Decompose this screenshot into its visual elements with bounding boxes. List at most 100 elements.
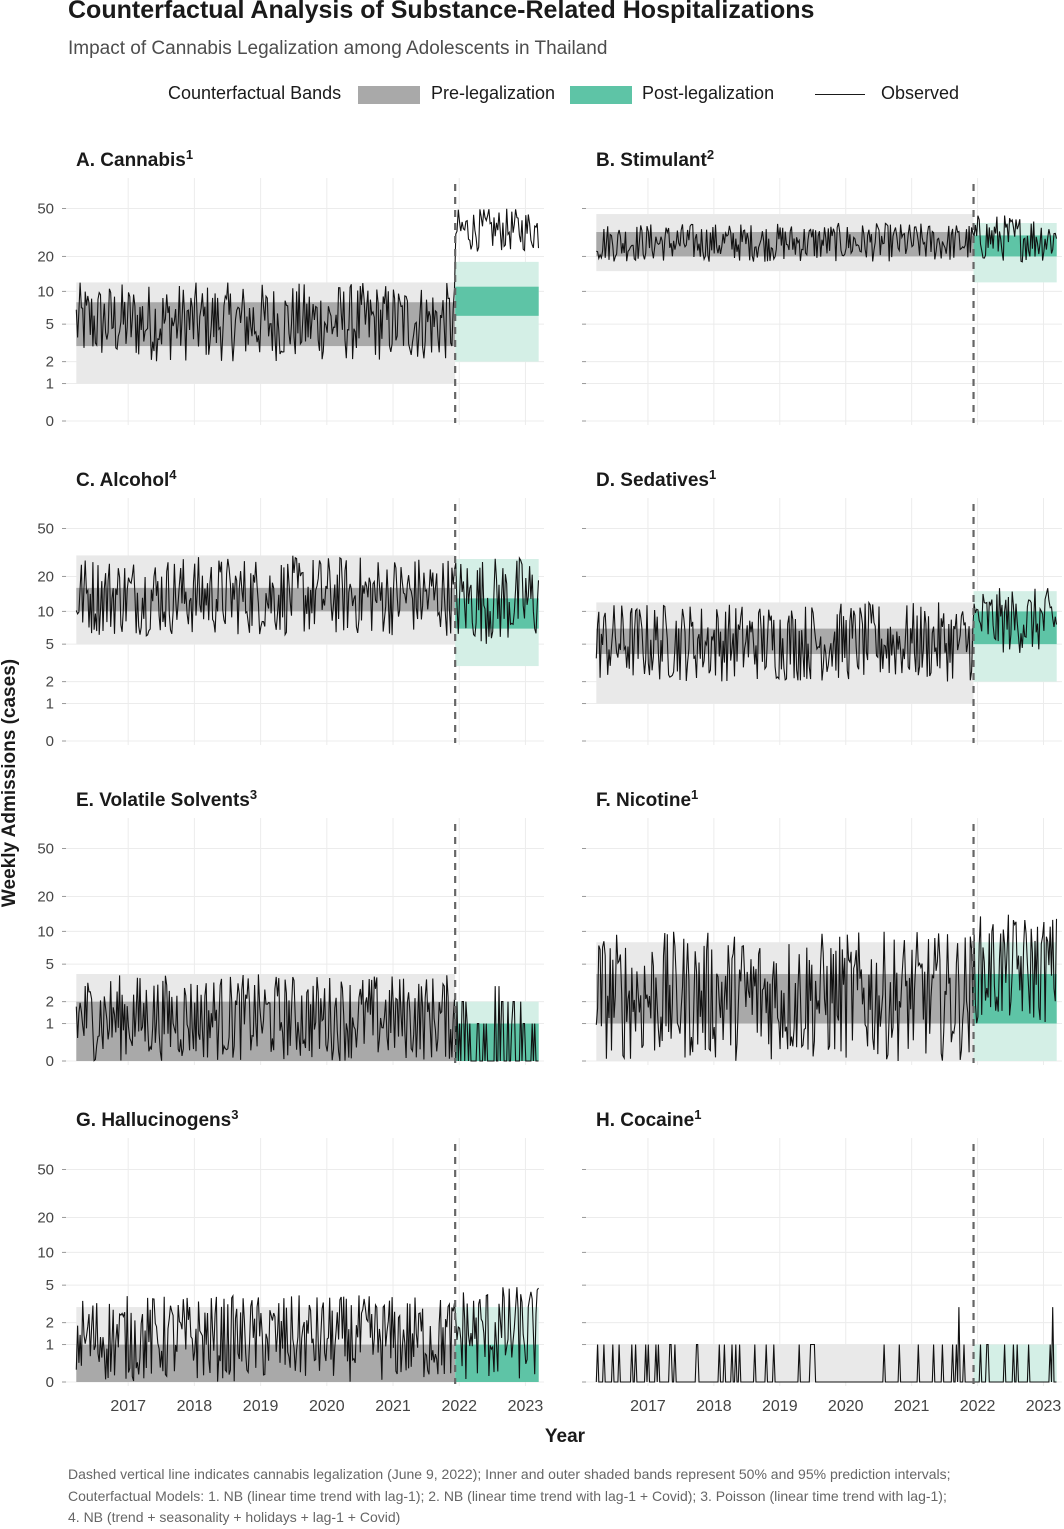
chart-subtitle: Impact of Cannabis Legalization among Ad… bbox=[68, 38, 608, 59]
y-tick-label: 10 bbox=[37, 1244, 54, 1261]
panel-title: D. Sedatives1 bbox=[596, 467, 716, 492]
y-tick-label: 50 bbox=[37, 841, 54, 858]
y-axis: 0 1 2 5 10 20 50 bbox=[37, 521, 66, 750]
y-tick-label: 5 bbox=[46, 1277, 54, 1294]
y-tick-label: 2 bbox=[46, 1315, 54, 1332]
panel-d: D. Sedatives1 bbox=[582, 467, 1062, 745]
y-tick-label: 5 bbox=[46, 636, 54, 653]
x-tick-label: 2017 bbox=[630, 1398, 666, 1415]
observed-series-line bbox=[75, 208, 540, 362]
panel-title-superscript: 1 bbox=[694, 1107, 701, 1122]
x-axis: 2017 2018 2019 2020 2021 2022 2023 bbox=[110, 1398, 543, 1415]
y-axis: 0 1 2 5 10 20 50 bbox=[37, 841, 66, 1070]
panel-title-superscript: 1 bbox=[709, 467, 716, 482]
x-tick-label: 2020 bbox=[828, 1398, 864, 1415]
x-axis: 2017 2018 2019 2020 2021 2022 2023 bbox=[630, 1398, 1061, 1415]
legend-swatch-observed bbox=[815, 94, 865, 95]
y-tick-label: 1 bbox=[46, 1016, 54, 1033]
y-tick-label: 2 bbox=[46, 674, 54, 691]
x-tick-label: 2019 bbox=[762, 1398, 798, 1415]
post-outer-band bbox=[973, 1344, 1057, 1382]
legend: Counterfactual Bands Pre-legalization Po… bbox=[0, 82, 1064, 108]
footnote-line: Dashed vertical line indicates cannabis … bbox=[68, 1466, 951, 1482]
y-tick-label: 50 bbox=[37, 201, 54, 218]
panel-title-text: E. Volatile Solvents bbox=[76, 790, 250, 811]
panel-title: F. Nicotine1 bbox=[596, 787, 698, 812]
x-tick-label: 2020 bbox=[309, 1398, 345, 1415]
y-tick-label: 20 bbox=[37, 1209, 54, 1226]
panel-title-superscript: 3 bbox=[231, 1107, 238, 1122]
panel-c: 0 1 2 5 10 20 50 C. Alcohol4 bbox=[37, 467, 544, 750]
y-tick-label: 20 bbox=[37, 568, 54, 585]
legend-swatch-pre bbox=[358, 86, 420, 104]
panel-title-superscript: 3 bbox=[250, 787, 257, 802]
observed-series-line bbox=[595, 1307, 1057, 1383]
x-tick-label: 2018 bbox=[696, 1398, 732, 1415]
observed-series-line bbox=[595, 914, 1058, 1062]
y-tick-label: 1 bbox=[46, 1337, 54, 1354]
panel-h: 2017 2018 2019 2020 2021 2022 2023 H. Cocaine1 bbox=[582, 1107, 1062, 1415]
post-inner-band bbox=[973, 974, 1057, 1024]
y-tick-label: 20 bbox=[37, 248, 54, 265]
panel-g: 0 1 2 5 10 20 50 2017 2018 2019 2020 2021 2022 2023 G.… bbox=[37, 1107, 544, 1415]
y-axis bbox=[582, 848, 586, 1062]
y-tick-label: 5 bbox=[46, 316, 54, 333]
panel-title-superscript: 1 bbox=[186, 147, 193, 162]
y-axis: 0 1 2 5 10 20 50 bbox=[37, 201, 66, 430]
y-tick-label: 50 bbox=[37, 521, 54, 538]
x-tick-label: 2021 bbox=[375, 1398, 411, 1415]
legend-label-pre: Pre-legalization bbox=[431, 83, 556, 103]
observed-series-line bbox=[75, 1287, 539, 1382]
panel-title: G. Hallucinogens3 bbox=[76, 1107, 238, 1132]
y-axis bbox=[582, 208, 586, 422]
panel-title-text: H. Cocaine bbox=[596, 1110, 694, 1131]
panel-title: H. Cocaine1 bbox=[596, 1107, 701, 1132]
legend-label-post: Post-legalization bbox=[642, 83, 775, 103]
panel-title-text: A. Cannabis bbox=[76, 150, 186, 171]
panel-e: 0 1 2 5 10 20 50 E. Volatile Solvents3 bbox=[37, 787, 544, 1070]
y-axis-label: Weekly Admissions (cases) bbox=[0, 658, 20, 908]
y-tick-label: 1 bbox=[46, 696, 54, 713]
panel-title: B. Stimulant2 bbox=[596, 147, 714, 172]
panel-f: F. Nicotine1 bbox=[582, 787, 1062, 1065]
legend-title: Counterfactual Bands bbox=[168, 83, 342, 103]
x-tick-label: 2018 bbox=[177, 1398, 213, 1415]
panel-title-superscript: 2 bbox=[707, 147, 714, 162]
panel-title-text: F. Nicotine bbox=[596, 790, 691, 811]
x-tick-label: 2021 bbox=[894, 1398, 930, 1415]
y-tick-label: 2 bbox=[46, 994, 54, 1011]
observed-series-line bbox=[75, 555, 540, 644]
post-inner-band bbox=[455, 286, 539, 316]
y-tick-label: 5 bbox=[46, 956, 54, 973]
x-tick-label: 2019 bbox=[243, 1398, 279, 1415]
x-tick-label: 2023 bbox=[508, 1398, 544, 1415]
x-tick-label: 2017 bbox=[110, 1398, 146, 1415]
panel-title-text: G. Hallucinogens bbox=[76, 1110, 231, 1131]
y-tick-label: 0 bbox=[46, 733, 54, 750]
observed-series-line bbox=[75, 974, 539, 1062]
panel-title: A. Cannabis1 bbox=[76, 147, 193, 172]
y-tick-label: 20 bbox=[37, 888, 54, 905]
panel-b: B. Stimulant2 bbox=[582, 147, 1062, 425]
y-tick-label: 0 bbox=[46, 1053, 54, 1070]
panel-title-text: D. Sedatives bbox=[596, 470, 709, 491]
y-tick-label: 10 bbox=[37, 923, 54, 940]
y-tick-label: 2 bbox=[46, 354, 54, 371]
x-tick-label: 2023 bbox=[1026, 1398, 1062, 1415]
y-tick-label: 10 bbox=[37, 283, 54, 300]
observed-series-line bbox=[595, 588, 1058, 682]
y-axis bbox=[582, 528, 586, 742]
panel-title-text: C. Alcohol bbox=[76, 470, 169, 491]
x-axis-label: Year bbox=[544, 1426, 586, 1447]
y-axis: 0 1 2 5 10 20 50 bbox=[37, 1162, 66, 1391]
legend-label-observed: Observed bbox=[881, 83, 960, 103]
footnote-line: 4. NB (trend + seasonality + holidays + … bbox=[68, 1509, 401, 1525]
chart-title: Counterfactual Analysis of Substance-Rel… bbox=[68, 0, 815, 24]
footnotes: Dashed vertical line indicates cannabis … bbox=[68, 1464, 951, 1529]
x-tick-label: 2022 bbox=[960, 1398, 996, 1415]
x-tick-label: 2022 bbox=[441, 1398, 477, 1415]
y-axis bbox=[582, 1169, 586, 1383]
y-tick-label: 0 bbox=[46, 1374, 54, 1391]
